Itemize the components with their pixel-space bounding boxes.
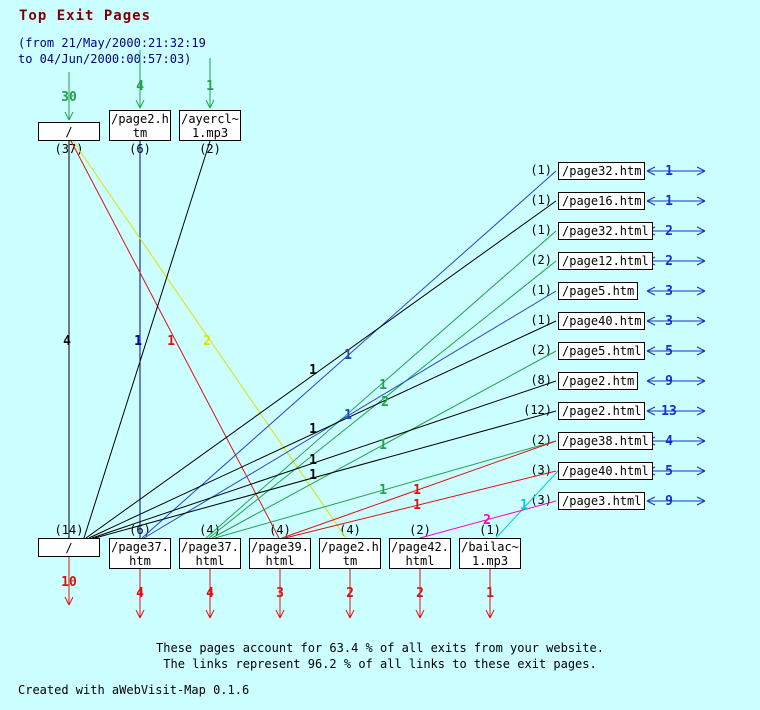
page-count: (6) <box>129 142 151 156</box>
page-count: (3) <box>530 463 552 477</box>
page-count: (3) <box>530 493 552 507</box>
page-count: (1) <box>530 313 552 327</box>
page-count: (4) <box>199 523 221 537</box>
page-count: (1) <box>530 163 552 177</box>
period-from: (from 21/May/2000:21:32:19 <box>18 36 206 50</box>
period-to: to 04/Jun/2000:00:57:03) <box>18 52 192 66</box>
page-count: (1) <box>530 223 552 237</box>
page-count: (8) <box>530 373 552 387</box>
summary-links: The links represent 96.2 % of all links … <box>163 657 597 671</box>
page-count: (1) <box>530 283 552 297</box>
page-count: (37) <box>54 142 84 156</box>
page-count: (2) <box>530 343 552 357</box>
credit-line: Created with aWebVisit-Map 0.1.6 <box>18 683 250 697</box>
page-count: (12) <box>523 403 552 417</box>
page-count: (2) <box>409 523 431 537</box>
page-count: (1) <box>530 193 552 207</box>
page-count: (4) <box>339 523 361 537</box>
summary-exits: These pages account for 63.4 % of all ex… <box>156 641 604 655</box>
page-count: (2) <box>530 433 552 447</box>
page-count: (1) <box>479 523 501 537</box>
page-count: (2) <box>199 142 221 156</box>
page-count: (2) <box>530 253 552 267</box>
page-count: (4) <box>269 523 291 537</box>
page-count: (6) <box>129 523 151 537</box>
page-count: (14) <box>54 523 84 537</box>
page-title: Top Exit Pages <box>19 8 152 24</box>
